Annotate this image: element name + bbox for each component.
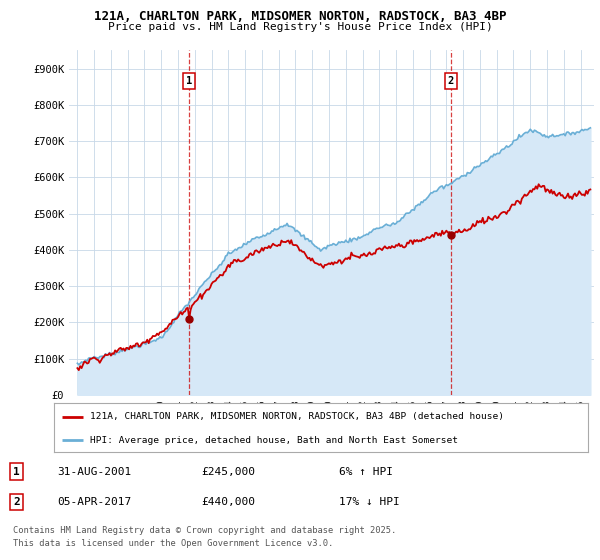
Text: 6% ↑ HPI: 6% ↑ HPI [339, 466, 393, 477]
Text: 1: 1 [186, 76, 193, 86]
Text: 2: 2 [448, 76, 454, 86]
Text: £245,000: £245,000 [201, 466, 255, 477]
Text: £440,000: £440,000 [201, 497, 255, 507]
Text: 17% ↓ HPI: 17% ↓ HPI [339, 497, 400, 507]
Text: 121A, CHARLTON PARK, MIDSOMER NORTON, RADSTOCK, BA3 4BP (detached house): 121A, CHARLTON PARK, MIDSOMER NORTON, RA… [91, 412, 505, 421]
Text: HPI: Average price, detached house, Bath and North East Somerset: HPI: Average price, detached house, Bath… [91, 436, 458, 445]
Text: 1: 1 [13, 466, 20, 477]
Text: Price paid vs. HM Land Registry's House Price Index (HPI): Price paid vs. HM Land Registry's House … [107, 22, 493, 32]
Text: 121A, CHARLTON PARK, MIDSOMER NORTON, RADSTOCK, BA3 4BP: 121A, CHARLTON PARK, MIDSOMER NORTON, RA… [94, 10, 506, 23]
Text: 2: 2 [13, 497, 20, 507]
Text: 31-AUG-2001: 31-AUG-2001 [57, 466, 131, 477]
Text: 05-APR-2017: 05-APR-2017 [57, 497, 131, 507]
Text: This data is licensed under the Open Government Licence v3.0.: This data is licensed under the Open Gov… [13, 539, 334, 548]
Text: Contains HM Land Registry data © Crown copyright and database right 2025.: Contains HM Land Registry data © Crown c… [13, 526, 397, 535]
